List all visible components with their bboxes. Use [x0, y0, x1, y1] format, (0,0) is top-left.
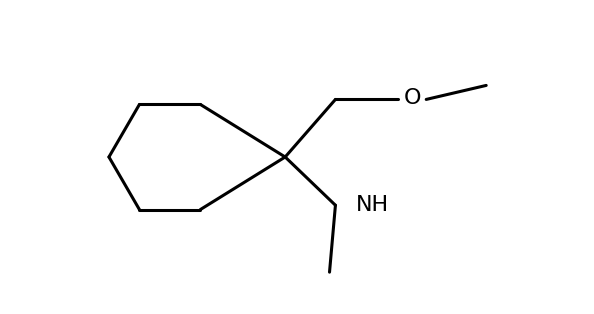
Text: O: O — [403, 88, 421, 108]
Text: NH: NH — [356, 195, 389, 215]
